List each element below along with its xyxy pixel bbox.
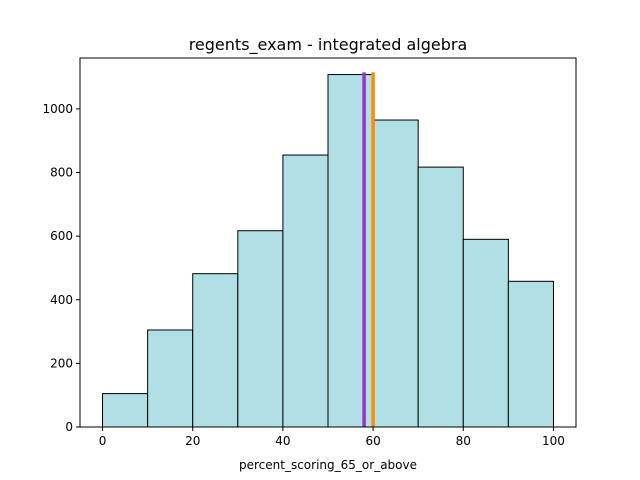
histogram-bar-1: [147, 329, 194, 428]
x-axis-ticks: 0 20 40 60 80 100: [99, 427, 565, 448]
histogram-bar-8: [462, 238, 509, 428]
histogram-bar-0: [102, 393, 149, 428]
y-tick-label-2: 400: [50, 293, 73, 307]
histogram-bar-4: [282, 154, 329, 428]
y-tick-label-5: 1000: [42, 102, 73, 116]
histogram-bar-9: [507, 280, 554, 428]
x-tick-label-1: 20: [185, 434, 200, 448]
x-tick-label-4: 80: [456, 434, 471, 448]
histogram-bar-6: [372, 119, 419, 428]
x-axis-label: percent_scoring_65_or_above: [239, 458, 417, 472]
x-tick-label-3: 60: [365, 434, 380, 448]
histogram-bar-3: [237, 230, 284, 428]
x-tick-label-2: 40: [275, 434, 290, 448]
chart-title: regents_exam - integrated algebra: [189, 35, 468, 55]
reference-lines-group: [362, 72, 375, 427]
y-tick-label-3: 600: [50, 229, 73, 243]
histogram-bar-7: [417, 166, 464, 428]
y-tick-label-1: 200: [50, 356, 73, 370]
plot-frame: [79, 57, 577, 428]
y-axis-ticks: 0 200 400 600 800 1000: [42, 102, 80, 434]
y-tick-label-4: 800: [50, 166, 73, 180]
x-tick-label-0: 0: [99, 434, 107, 448]
histogram-bar-5: [327, 74, 374, 428]
y-tick-label-0: 0: [65, 420, 73, 434]
x-tick-label-5: 100: [542, 434, 565, 448]
histogram-bar-2: [192, 273, 239, 428]
bars-group: [102, 74, 554, 428]
